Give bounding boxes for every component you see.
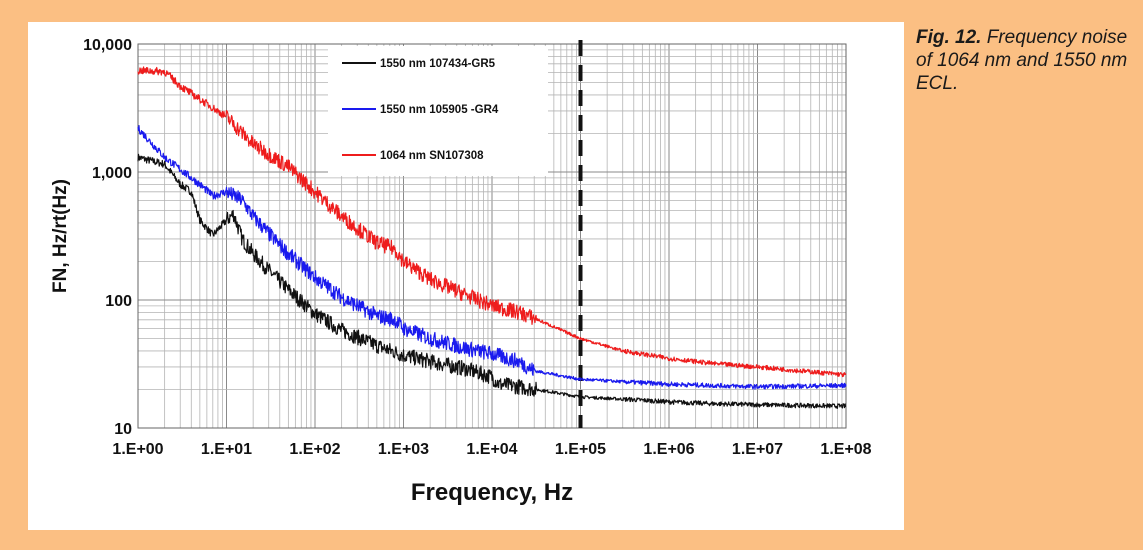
- x-tick-label: 1.E+04: [466, 441, 517, 458]
- x-tick-label: 1.E+08: [820, 441, 871, 458]
- x-tick-label: 1.E+00: [112, 441, 163, 458]
- figure-label: Fig. 12.: [916, 27, 982, 48]
- x-tick-label: 1.E+01: [201, 441, 252, 458]
- x-axis-label: Frequency, Hz: [411, 479, 573, 506]
- y-tick-label: 1,000: [92, 165, 132, 182]
- plot-frame: [137, 43, 847, 429]
- y-tick-label: 10: [114, 421, 132, 438]
- axes: [137, 43, 847, 429]
- frequency-noise-chart: 1550 nm 107434-GR5 1550 nm 105905 -GR4 106…: [50, 37, 872, 506]
- series-line: [137, 124, 847, 390]
- x-tick-label: 1.E+02: [289, 441, 340, 458]
- y-axis-label: FN, Hz/rt(Hz): [50, 179, 71, 293]
- legend-entry: 1550 nm 105905 -GR4: [380, 104, 499, 116]
- x-tick-label: 1.E+06: [643, 441, 694, 458]
- y-tick-label: 10,000: [83, 37, 132, 54]
- legend-entry: 1064 nm SN107308: [380, 150, 484, 162]
- chart-panel: 1550 nm 107434-GR5 1550 nm 105905 -GR4 106…: [28, 22, 904, 530]
- tick-labels: 1.E+00 1.E+01 1.E+02 1.E+03 1.E+04 1.E+05 1.E+…: [83, 37, 872, 458]
- series-line: [137, 66, 847, 378]
- x-tick-label: 1.E+05: [555, 441, 606, 458]
- x-tick-label: 1.E+07: [732, 441, 783, 458]
- series-line: [137, 153, 847, 409]
- series: [137, 66, 847, 409]
- legend-entry: 1550 nm 107434-GR5: [380, 58, 496, 70]
- caption-text: Frequency noise of 1064 nm and 1550 nm E…: [916, 27, 1128, 94]
- y-tick-label: 100: [105, 293, 132, 310]
- x-tick-label: 1.E+03: [378, 441, 429, 458]
- legend: 1550 nm 107434-GR5 1550 nm 105905 -GR4 106…: [328, 46, 548, 176]
- figure-caption: Fig. 12. Frequency noise of 1064 nm and …: [916, 26, 1136, 95]
